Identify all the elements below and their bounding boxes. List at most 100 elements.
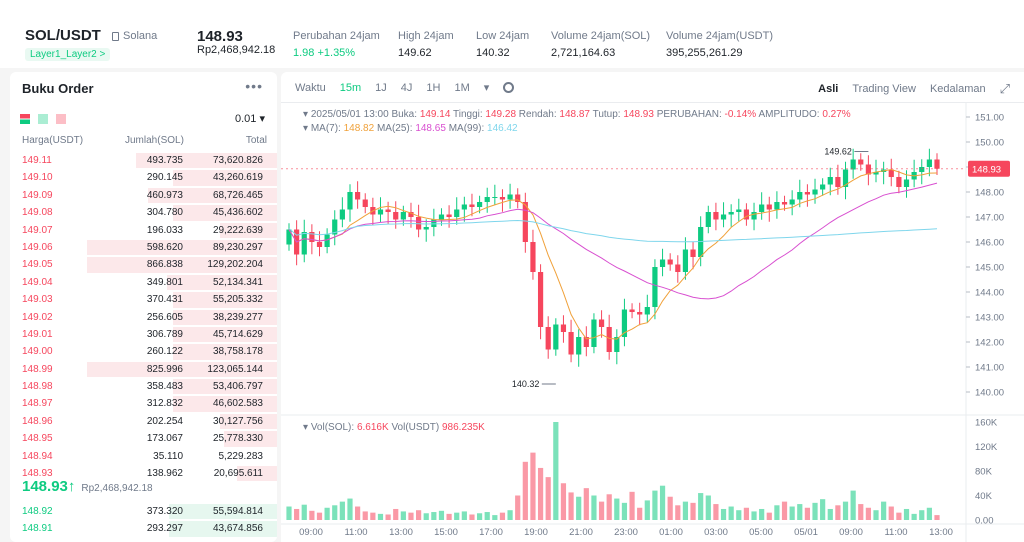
candle-body — [789, 199, 795, 205]
ask-row[interactable]: 149.00 260.122 38,758.178 — [10, 343, 277, 360]
column-price: Harga(USDT) — [22, 135, 84, 146]
candle-body — [522, 202, 528, 242]
ask-row[interactable]: 149.02 256.605 38,239.277 — [10, 309, 277, 326]
row-price: 148.95 — [22, 433, 53, 445]
candle-body — [507, 194, 513, 200]
ask-row[interactable]: 148.96 202.254 30,127.756 — [10, 413, 277, 430]
candle-body — [781, 202, 788, 205]
bid-row[interactable]: 148.92 373.320 55,594.814 — [10, 503, 277, 520]
candle-body — [926, 159, 932, 167]
ohlc-item: PERUBAHAN: — [656, 109, 725, 120]
view-depth[interactable]: Kedalaman — [929, 83, 986, 95]
volume-bar — [438, 510, 445, 520]
candle-body — [499, 197, 506, 200]
volume-bar — [614, 498, 620, 520]
row-total: 52,134.341 — [212, 276, 263, 288]
volume-bar — [583, 488, 589, 520]
category-tag[interactable]: Layer1_Layer2 > — [25, 48, 111, 61]
volume-bar — [652, 490, 658, 520]
stat-change: Perubahan 24jam 1.98 +1.35% — [293, 30, 380, 59]
row-price: 149.06 — [22, 241, 53, 253]
y-tick-label: 146.00 — [975, 238, 1004, 249]
bid-row[interactable]: 148.91 293.297 43,674.856 — [10, 520, 277, 537]
asks-only-icon[interactable] — [56, 114, 66, 124]
stat-value: 1.98 +1.35% — [293, 47, 356, 59]
ask-row[interactable]: 149.11 493.735 73,620.826 — [10, 152, 277, 169]
x-tick-label: 15:00 — [434, 527, 458, 538]
depth-bar — [172, 344, 277, 360]
market-header: SOL/USDT Solana Layer1_Layer2 > 148.93 R… — [0, 0, 1024, 68]
ask-row[interactable]: 148.99 825.996 123,065.144 — [10, 361, 277, 378]
ma99-line — [288, 219, 938, 243]
ask-row[interactable]: 149.06 598.620 89,230.297 — [10, 239, 277, 256]
row-price: 149.05 — [22, 259, 53, 271]
row-price: 148.96 — [22, 415, 53, 427]
depth-bar — [172, 379, 277, 395]
fullscreen-icon[interactable]: ⤢ — [999, 81, 1010, 96]
candle-body — [774, 202, 780, 210]
candle-body — [286, 229, 292, 245]
interval-1m[interactable]: 1M — [454, 81, 470, 94]
vol-tick-label: 160K — [975, 418, 998, 429]
ask-row[interactable]: 149.05 866.838 129,202.204 — [10, 256, 277, 273]
candlestick-chart[interactable]: 151.00150.00149.00148.00147.00146.00145.… — [281, 72, 1024, 542]
ask-row[interactable]: 148.97 312.832 46,602.583 — [10, 395, 277, 412]
candle-body — [484, 197, 490, 202]
current-price-tag — [968, 160, 1010, 177]
volume-bar — [294, 508, 300, 520]
interval-1d[interactable]: 1H — [426, 81, 441, 94]
view-tradingview[interactable]: Trading View — [852, 83, 916, 95]
volume-bar — [400, 511, 406, 520]
row-total: 55,205.332 — [212, 294, 263, 306]
vol-tick-label: 40K — [975, 491, 993, 502]
pair-title[interactable]: SOL/USDT — [25, 27, 101, 44]
candle-body — [324, 234, 330, 247]
candle-body — [865, 164, 871, 175]
ask-row[interactable]: 148.95 173.067 25,778.330 — [10, 430, 277, 447]
volume-bar — [888, 506, 894, 520]
candle-body — [598, 319, 605, 327]
ask-row[interactable]: 149.08 304.780 45,436.602 — [10, 204, 277, 221]
row-price: 149.00 — [22, 346, 53, 358]
interval-15m[interactable]: 15m — [339, 81, 362, 94]
interval-1h[interactable]: 1J — [375, 81, 387, 94]
column-total: Total — [245, 135, 267, 146]
more-icon[interactable]: ••• — [245, 78, 263, 94]
candle-body — [820, 184, 826, 190]
candle-body — [896, 177, 902, 187]
more-intervals-button[interactable]: ▾ — [483, 82, 490, 94]
view-original[interactable]: Asli — [818, 83, 839, 95]
ask-row[interactable]: 149.09 460.973 68,726.465 — [10, 187, 277, 204]
ask-row[interactable]: 148.93 138.962 20,695.611 — [10, 465, 277, 482]
candle-body — [682, 249, 689, 272]
ask-row[interactable]: 149.01 306.789 45,714.629 — [10, 326, 277, 343]
ask-row[interactable]: 148.94 35.110 5,229.283 — [10, 448, 277, 465]
volume-bar — [324, 507, 330, 520]
chain-info[interactable]: Solana — [112, 30, 157, 42]
ask-row[interactable]: 149.10 290.145 43,260.619 — [10, 169, 277, 186]
candle-body — [606, 327, 612, 352]
volume-bar — [827, 508, 833, 520]
volume-bar — [774, 505, 780, 520]
ask-row[interactable]: 149.04 349.801 52,134.341 — [10, 274, 277, 291]
ask-row[interactable]: 148.98 358.483 53,406.797 — [10, 378, 277, 395]
volume-bar — [705, 495, 711, 520]
tick-size-select[interactable]: 0.01 ▾ — [235, 113, 265, 125]
interval-4h[interactable]: 4J — [400, 81, 413, 94]
both-sides-icon[interactable] — [20, 114, 30, 124]
low-marker-label: 140.32 — [512, 379, 540, 389]
candle-body — [446, 214, 452, 217]
volume-bar — [698, 493, 704, 520]
vol-tick-label: 120K — [975, 442, 998, 453]
ask-row[interactable]: 149.03 370.431 55,205.332 — [10, 291, 277, 308]
candle-body — [423, 227, 429, 230]
volume-bar — [682, 501, 689, 520]
row-amount: 825.996 — [146, 363, 183, 375]
settings-icon[interactable] — [503, 82, 515, 93]
interval-toolbar: Waktu 15m 1J 4J 1H 1M ▾ — [295, 81, 515, 94]
ask-row[interactable]: 149.07 196.033 29,222.639 — [10, 222, 277, 239]
bids-only-icon[interactable] — [38, 114, 48, 124]
ohlc-item: 0.27% — [822, 109, 851, 120]
row-amount: 173.067 — [146, 433, 183, 445]
